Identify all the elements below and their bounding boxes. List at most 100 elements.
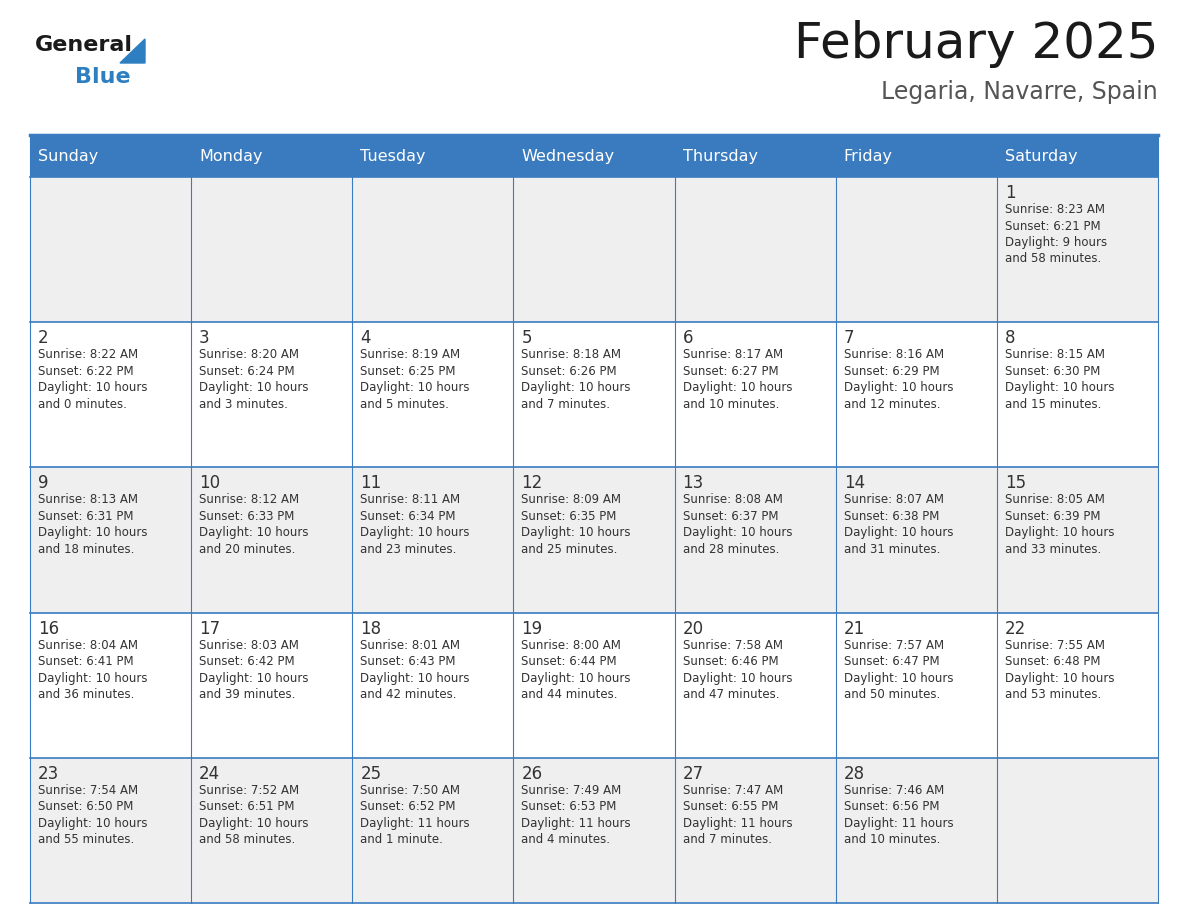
Text: Sunrise: 7:46 AM: Sunrise: 7:46 AM [843,784,944,797]
Text: Sunset: 6:29 PM: Sunset: 6:29 PM [843,364,940,377]
Text: Daylight: 10 hours: Daylight: 10 hours [200,817,309,830]
Text: Sunrise: 8:20 AM: Sunrise: 8:20 AM [200,348,299,361]
Text: and 33 minutes.: and 33 minutes. [1005,543,1101,556]
Text: Tuesday: Tuesday [360,149,425,163]
Text: Sunset: 6:42 PM: Sunset: 6:42 PM [200,655,295,668]
Text: 13: 13 [683,475,703,492]
Text: 2: 2 [38,330,49,347]
Text: Daylight: 9 hours: Daylight: 9 hours [1005,236,1107,249]
Text: 20: 20 [683,620,703,638]
Text: Daylight: 10 hours: Daylight: 10 hours [843,381,953,394]
Text: Daylight: 10 hours: Daylight: 10 hours [360,672,469,685]
Text: Sunrise: 8:07 AM: Sunrise: 8:07 AM [843,493,943,507]
Text: and 28 minutes.: and 28 minutes. [683,543,779,556]
Text: 16: 16 [38,620,59,638]
Text: 28: 28 [843,765,865,783]
Text: Daylight: 10 hours: Daylight: 10 hours [683,381,792,394]
Text: Sunset: 6:30 PM: Sunset: 6:30 PM [1005,364,1100,377]
Text: and 0 minutes.: and 0 minutes. [38,397,127,410]
Text: and 31 minutes.: and 31 minutes. [843,543,940,556]
Text: Sunset: 6:55 PM: Sunset: 6:55 PM [683,800,778,813]
Text: 4: 4 [360,330,371,347]
Text: and 50 minutes.: and 50 minutes. [843,688,940,701]
Text: and 58 minutes.: and 58 minutes. [1005,252,1101,265]
Text: Sunrise: 8:00 AM: Sunrise: 8:00 AM [522,639,621,652]
Text: Daylight: 10 hours: Daylight: 10 hours [200,526,309,540]
Text: 14: 14 [843,475,865,492]
Text: Sunrise: 8:08 AM: Sunrise: 8:08 AM [683,493,783,507]
Text: 5: 5 [522,330,532,347]
Text: 10: 10 [200,475,220,492]
Text: and 44 minutes.: and 44 minutes. [522,688,618,701]
Text: Sunrise: 7:50 AM: Sunrise: 7:50 AM [360,784,460,797]
Text: and 53 minutes.: and 53 minutes. [1005,688,1101,701]
Text: and 25 minutes.: and 25 minutes. [522,543,618,556]
Text: and 18 minutes.: and 18 minutes. [38,543,134,556]
Text: Sunrise: 8:17 AM: Sunrise: 8:17 AM [683,348,783,361]
Text: Sunset: 6:25 PM: Sunset: 6:25 PM [360,364,456,377]
Bar [30,757,1158,903]
Text: Sunrise: 8:15 AM: Sunrise: 8:15 AM [1005,348,1105,361]
Text: Daylight: 10 hours: Daylight: 10 hours [843,672,953,685]
Text: Wednesday: Wednesday [522,149,614,163]
Text: Daylight: 10 hours: Daylight: 10 hours [360,526,469,540]
Text: 22: 22 [1005,620,1026,638]
Text: 19: 19 [522,620,543,638]
Text: Sunrise: 8:09 AM: Sunrise: 8:09 AM [522,493,621,507]
Text: and 47 minutes.: and 47 minutes. [683,688,779,701]
Text: Sunset: 6:50 PM: Sunset: 6:50 PM [38,800,133,813]
Text: Sunrise: 8:18 AM: Sunrise: 8:18 AM [522,348,621,361]
Text: and 7 minutes.: and 7 minutes. [522,397,611,410]
Text: Legaria, Navarre, Spain: Legaria, Navarre, Spain [881,80,1158,104]
Text: and 12 minutes.: and 12 minutes. [843,397,940,410]
Text: Daylight: 10 hours: Daylight: 10 hours [522,526,631,540]
Text: Sunset: 6:41 PM: Sunset: 6:41 PM [38,655,133,668]
Text: and 3 minutes.: and 3 minutes. [200,397,287,410]
Text: Daylight: 10 hours: Daylight: 10 hours [38,817,147,830]
Text: Sunset: 6:27 PM: Sunset: 6:27 PM [683,364,778,377]
Text: Daylight: 10 hours: Daylight: 10 hours [1005,672,1114,685]
Text: Sunrise: 8:01 AM: Sunrise: 8:01 AM [360,639,460,652]
Text: Daylight: 10 hours: Daylight: 10 hours [360,381,469,394]
Text: Sunrise: 7:52 AM: Sunrise: 7:52 AM [200,784,299,797]
Text: Sunset: 6:44 PM: Sunset: 6:44 PM [522,655,617,668]
Text: Sunset: 6:43 PM: Sunset: 6:43 PM [360,655,456,668]
Text: and 20 minutes.: and 20 minutes. [200,543,296,556]
Text: Daylight: 10 hours: Daylight: 10 hours [38,381,147,394]
Text: Daylight: 11 hours: Daylight: 11 hours [522,817,631,830]
Text: Sunset: 6:56 PM: Sunset: 6:56 PM [843,800,940,813]
Text: Sunset: 6:52 PM: Sunset: 6:52 PM [360,800,456,813]
Text: Daylight: 10 hours: Daylight: 10 hours [1005,381,1114,394]
Text: 25: 25 [360,765,381,783]
Text: Daylight: 10 hours: Daylight: 10 hours [683,526,792,540]
Text: Sunrise: 7:57 AM: Sunrise: 7:57 AM [843,639,943,652]
Text: and 1 minute.: and 1 minute. [360,834,443,846]
Text: Sunset: 6:31 PM: Sunset: 6:31 PM [38,509,133,523]
Text: 12: 12 [522,475,543,492]
Text: 23: 23 [38,765,59,783]
Text: Sunset: 6:26 PM: Sunset: 6:26 PM [522,364,617,377]
Text: 7: 7 [843,330,854,347]
Text: and 10 minutes.: and 10 minutes. [843,834,940,846]
Text: Daylight: 11 hours: Daylight: 11 hours [360,817,470,830]
Text: 9: 9 [38,475,49,492]
Text: Daylight: 10 hours: Daylight: 10 hours [683,672,792,685]
Text: Sunset: 6:51 PM: Sunset: 6:51 PM [200,800,295,813]
Text: Daylight: 10 hours: Daylight: 10 hours [843,526,953,540]
Text: Sunset: 6:39 PM: Sunset: 6:39 PM [1005,509,1100,523]
Text: Friday: Friday [843,149,892,163]
Bar [30,135,1158,177]
Text: and 55 minutes.: and 55 minutes. [38,834,134,846]
Text: and 15 minutes.: and 15 minutes. [1005,397,1101,410]
Text: Sunset: 6:34 PM: Sunset: 6:34 PM [360,509,456,523]
Text: Sunset: 6:37 PM: Sunset: 6:37 PM [683,509,778,523]
Text: General: General [34,35,133,55]
Text: 26: 26 [522,765,543,783]
Text: 11: 11 [360,475,381,492]
Text: Sunrise: 8:22 AM: Sunrise: 8:22 AM [38,348,138,361]
Text: and 5 minutes.: and 5 minutes. [360,397,449,410]
Polygon shape [120,39,145,63]
Text: Sunrise: 7:54 AM: Sunrise: 7:54 AM [38,784,138,797]
Text: Daylight: 10 hours: Daylight: 10 hours [522,381,631,394]
Text: Sunset: 6:38 PM: Sunset: 6:38 PM [843,509,939,523]
